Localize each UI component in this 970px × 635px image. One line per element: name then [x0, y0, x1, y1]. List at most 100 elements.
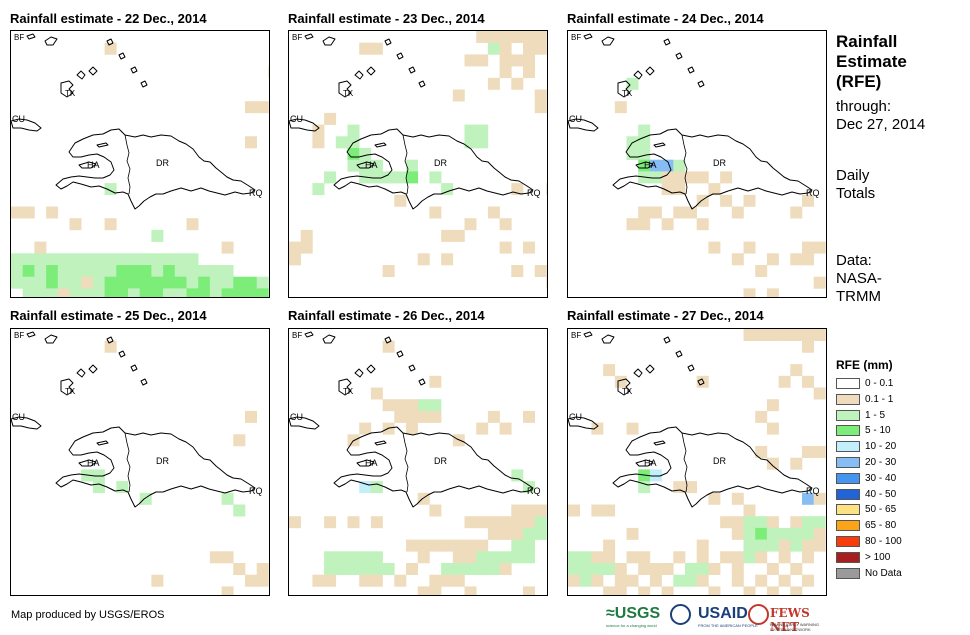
rainfall-cell	[69, 276, 82, 289]
rainfall-cell	[11, 265, 23, 277]
legend-label: 5 - 10	[865, 425, 891, 437]
rainfall-cell	[174, 265, 187, 277]
rainfall-cell	[696, 171, 709, 184]
rainfall-cell	[813, 539, 826, 552]
rainfall-cell	[92, 253, 105, 266]
rainfall-cell	[406, 563, 418, 575]
rainfall-cell	[638, 136, 651, 149]
rainfall-cell	[245, 288, 257, 297]
rainfall-cell	[708, 183, 721, 196]
legend-label: 50 - 65	[865, 504, 897, 516]
rainfall-cell	[743, 241, 756, 254]
rainfall-cell	[221, 265, 234, 277]
rainfall-cell	[499, 422, 512, 435]
region-label-rq: RQ	[527, 188, 541, 198]
legend-label: No Data	[865, 567, 902, 579]
rainfall-cell	[487, 31, 500, 43]
coastline	[635, 459, 654, 467]
rainfall-cell	[802, 539, 814, 552]
rainfall-cell	[790, 206, 803, 219]
coastline	[55, 128, 256, 210]
country-border	[681, 432, 688, 493]
through-date: Dec 27, 2014	[836, 116, 926, 133]
rainfall-cell	[441, 539, 454, 552]
coastline	[374, 142, 387, 148]
map-credit: Map produced by USGS/EROS	[11, 609, 165, 621]
rainfall-cell	[452, 551, 465, 564]
rainfall-cell	[34, 276, 47, 289]
rainfall-cell	[57, 253, 70, 266]
rainfall-cell	[731, 492, 744, 505]
rainfall-cell	[382, 340, 395, 353]
rainfall-cell	[69, 218, 82, 231]
rainfall-cell	[370, 171, 383, 184]
region-label-cu: CU	[290, 114, 303, 124]
rainfall-cell	[790, 364, 803, 377]
rainfall-cell	[81, 253, 94, 266]
rainfall-cell	[766, 586, 779, 595]
rainfall-cell	[511, 77, 524, 90]
rainfall-cell	[696, 539, 709, 552]
rainfall-cell	[511, 265, 524, 277]
rainfall-cell	[649, 469, 662, 482]
rainfall-cells	[11, 42, 269, 297]
rainfall-cell	[221, 492, 234, 505]
rainfall-cell	[790, 527, 803, 540]
rainfall-cells	[289, 31, 547, 289]
rainfall-cell	[406, 159, 418, 172]
coastline	[60, 378, 74, 396]
rainfall-cell	[300, 229, 313, 242]
rainfall-cell	[347, 124, 360, 137]
legend-item: 5 - 10	[836, 424, 891, 437]
region-label-rq: RQ	[249, 486, 263, 496]
rainfall-cell	[441, 574, 454, 587]
rainfall-cell	[476, 136, 489, 149]
rainfall-cell	[359, 42, 372, 55]
legend-swatch	[836, 457, 860, 468]
coastline	[60, 80, 74, 98]
rainfall-cell	[324, 112, 337, 125]
rainfall-cell	[476, 31, 489, 43]
coastline	[635, 161, 654, 169]
rainfall-cell	[151, 276, 164, 289]
region-label-bf: BF	[14, 33, 24, 42]
rainfall-cell	[476, 124, 489, 137]
panel-title-5: Rainfall estimate - 26 Dec., 2014	[288, 308, 485, 323]
rainfall-cell	[743, 516, 756, 529]
rainfall-cell	[394, 194, 407, 207]
rainfall-cell	[370, 387, 383, 400]
rainfall-cell	[476, 516, 489, 529]
rainfall-cell	[614, 586, 627, 595]
rainfall-cell	[802, 551, 814, 564]
rainfall-cell	[256, 101, 269, 114]
legend-title: RFE (mm)	[836, 358, 893, 372]
rainfall-cell	[638, 481, 651, 494]
coastline	[374, 440, 387, 446]
rainfall-cell	[499, 241, 512, 254]
rainfall-cell	[755, 446, 768, 458]
rainfall-cell	[649, 171, 662, 184]
rainfall-cell	[487, 206, 500, 219]
legend-label: 30 - 40	[865, 472, 897, 484]
rainfall-cell	[335, 563, 348, 575]
legend-label: 10 - 20	[865, 441, 897, 453]
rainfall-cell	[452, 539, 465, 552]
legend-label: 1 - 5	[865, 409, 886, 421]
coastline	[140, 378, 148, 386]
rainfall-cell	[499, 54, 512, 67]
coastline	[396, 350, 404, 358]
rainfall-cell	[429, 375, 442, 388]
coastline	[11, 416, 42, 430]
region-label-tk: TK	[65, 89, 76, 98]
legend-swatch	[836, 393, 860, 405]
rainfall-cell	[128, 253, 140, 266]
rainfall-cell	[359, 422, 372, 435]
rainfall-cell	[324, 574, 337, 587]
rainfall-cell	[603, 539, 616, 552]
rainfall-cell	[464, 218, 477, 231]
rainfall-cell	[92, 469, 105, 482]
map-canvas: BF TK CU HA DR RQ	[568, 33, 826, 297]
rainfall-cell	[696, 563, 709, 575]
region-label-tk: TK	[343, 89, 354, 98]
coastline	[26, 33, 36, 40]
